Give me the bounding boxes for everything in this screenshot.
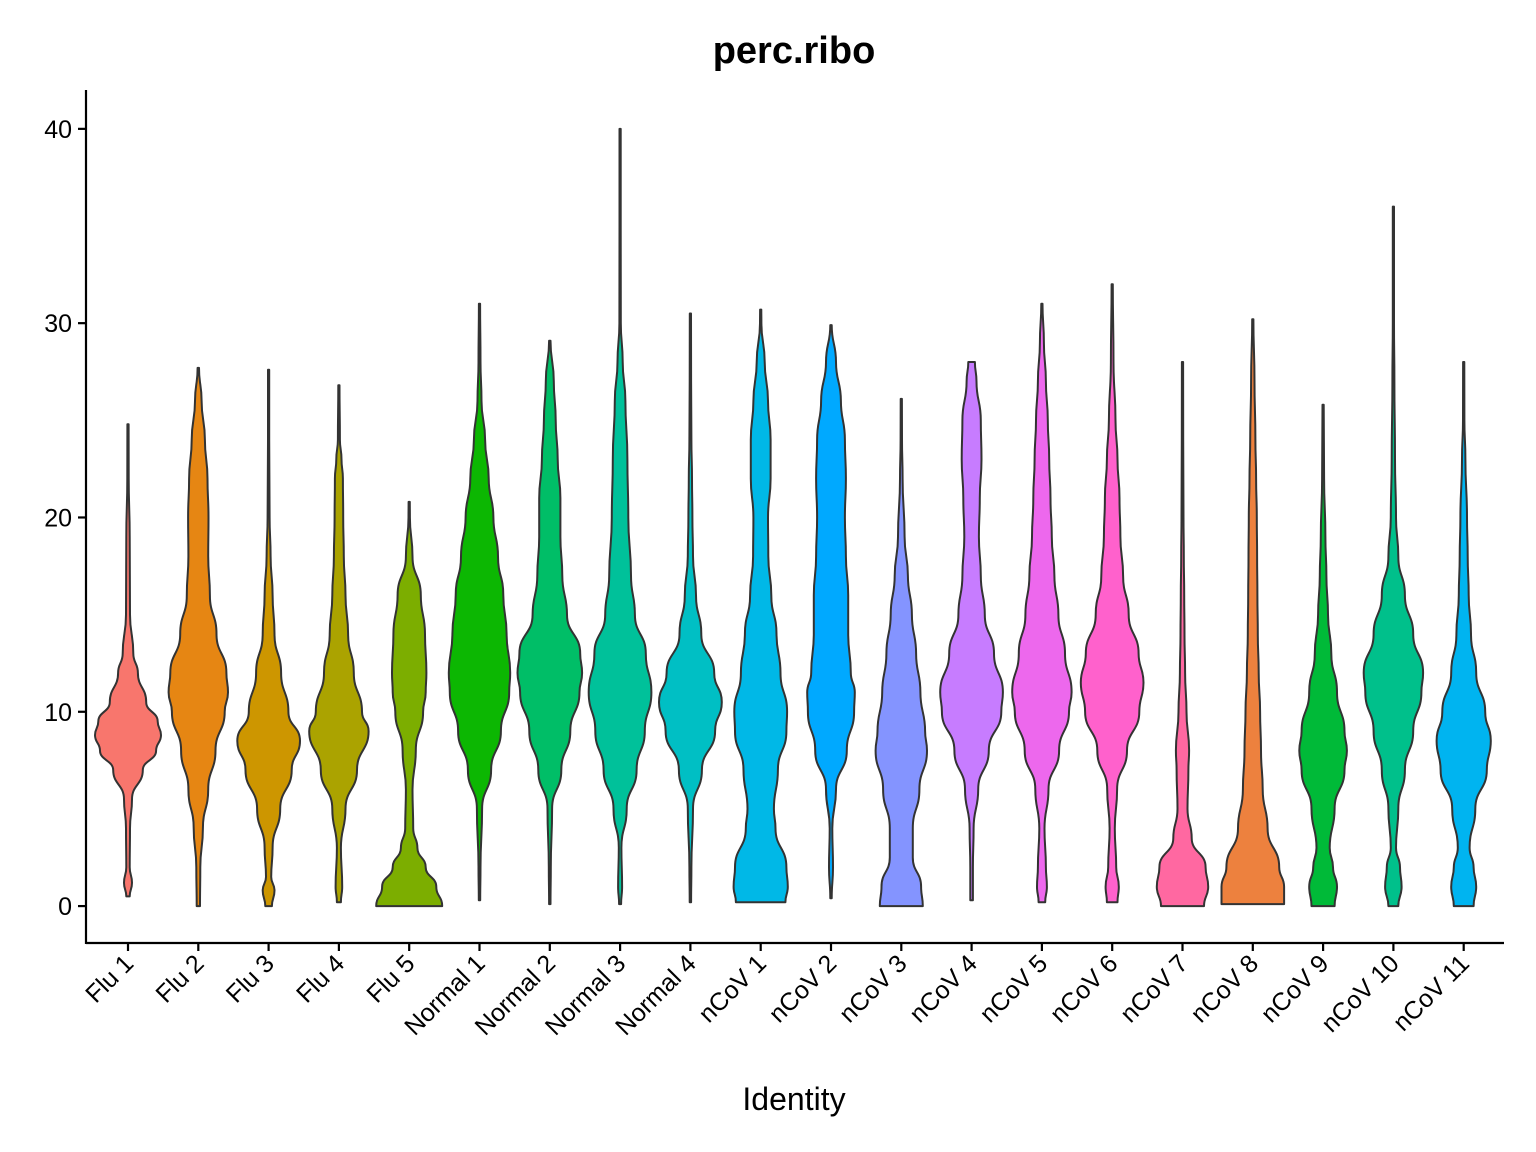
x-tick-label: nCoV 1 bbox=[693, 949, 772, 1028]
violin-flu-2 bbox=[167, 366, 229, 908]
violin-ncov-3 bbox=[874, 397, 928, 908]
violin-ncov-5 bbox=[1011, 302, 1073, 904]
violin-normal-4 bbox=[658, 312, 723, 904]
violin-ncov-4 bbox=[939, 361, 1004, 902]
violin-ncov-1 bbox=[732, 308, 789, 904]
x-tick-label: Flu 4 bbox=[291, 949, 350, 1008]
violin-ncov-8 bbox=[1220, 318, 1286, 906]
violin-flu-1 bbox=[94, 423, 162, 898]
x-tick-label: nCoV 5 bbox=[974, 949, 1053, 1028]
violin-normal-1 bbox=[447, 302, 512, 902]
x-tick-label: nCoV 3 bbox=[834, 949, 913, 1028]
violin-group bbox=[94, 127, 1492, 908]
violin-ncov-2 bbox=[806, 324, 856, 900]
y-tick-label: 40 bbox=[44, 116, 72, 144]
x-tick-label: Flu 5 bbox=[361, 949, 420, 1008]
y-tick-label: 10 bbox=[44, 699, 72, 727]
y-tick-label: 30 bbox=[44, 310, 72, 338]
violin-normal-3 bbox=[587, 127, 653, 906]
y-tick-label: 0 bbox=[58, 893, 72, 921]
violin-ncov-7 bbox=[1155, 361, 1210, 908]
violin-ncov-11 bbox=[1435, 361, 1492, 908]
violin-flu-5 bbox=[375, 500, 444, 908]
x-tick-label: nCoV 2 bbox=[763, 949, 842, 1028]
x-tick-label: nCoV 6 bbox=[1045, 949, 1124, 1028]
x-tick-label: nCoV 7 bbox=[1115, 949, 1194, 1028]
x-tick-label: Flu 3 bbox=[221, 949, 280, 1008]
x-tick-label: nCoV 10 bbox=[1316, 949, 1405, 1038]
violin-flu-4 bbox=[308, 384, 370, 904]
y-axis-ticks: 0 10 20 30 40 bbox=[44, 116, 86, 921]
violin-ncov-9 bbox=[1298, 403, 1348, 908]
x-tick-label: Flu 2 bbox=[150, 949, 209, 1008]
violin-normal-2 bbox=[516, 339, 584, 906]
x-tick-label: Flu 1 bbox=[80, 949, 139, 1008]
x-axis-title: Identity bbox=[742, 1081, 845, 1117]
x-tick-label: nCoV 8 bbox=[1185, 949, 1264, 1028]
x-tick-label: nCoV 4 bbox=[904, 949, 983, 1028]
violin-flu-3 bbox=[236, 368, 301, 908]
y-tick-label: 20 bbox=[44, 504, 72, 532]
violin-ncov-10 bbox=[1362, 205, 1425, 908]
x-tick-label: nCoV 11 bbox=[1388, 949, 1475, 1036]
violin-ncov-6 bbox=[1079, 283, 1145, 904]
chart-title: perc.ribo bbox=[713, 30, 876, 72]
